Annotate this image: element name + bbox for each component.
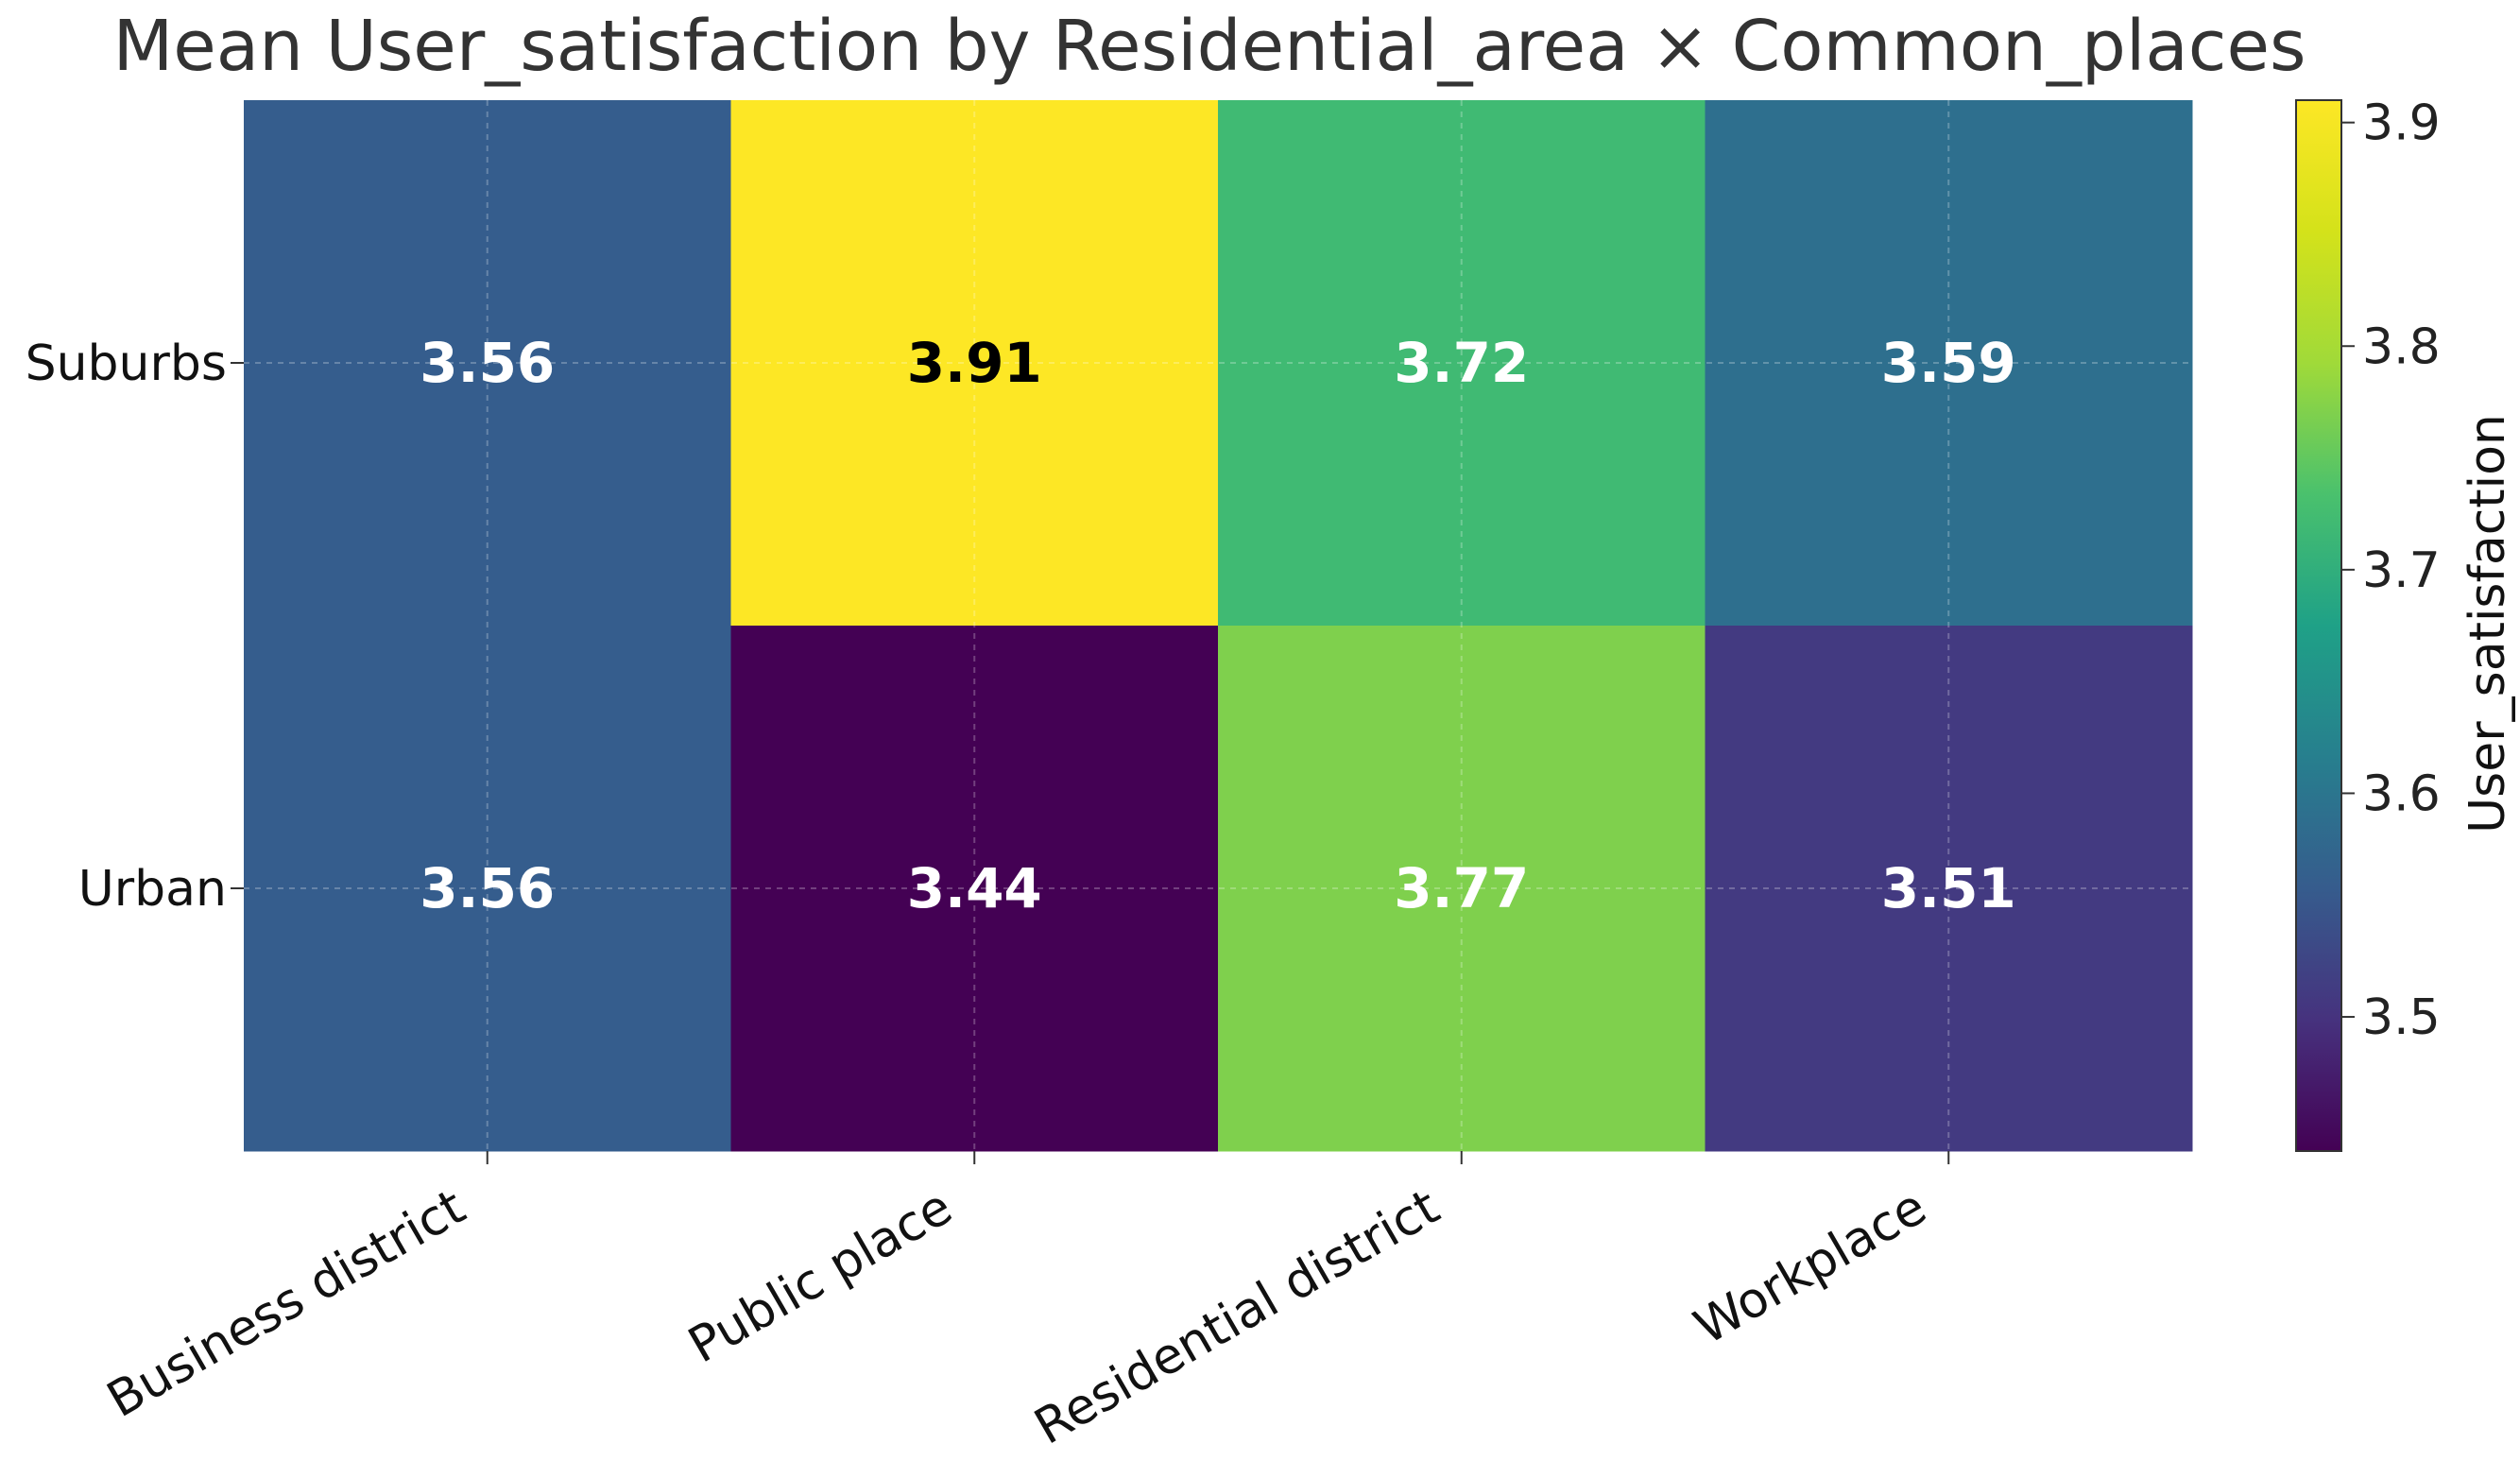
chart-title: Mean User_satisfaction by Residential_ar… [112,6,2306,87]
heatmap-cells [244,100,2193,1152]
heatmap-cell [1705,626,2193,1152]
y-tick-label: Urban [78,861,227,918]
colorbar-tick-label: 3.5 [2362,989,2441,1046]
colorbar: 3.5 3.6 3.7 3.8 3.9 User_satisfaction [2295,95,2516,1152]
colorbar-gradient [2295,99,2342,1152]
x-tick-label: Workplace [1686,1178,1936,1356]
heatmap-cell [730,100,1219,627]
cell-value-label: 3.72 [1394,331,1529,395]
heatmap-cell [1218,100,1706,627]
x-tick-label: Residential district [1025,1178,1449,1455]
colorbar-tick-label: 3.9 [2362,95,2441,152]
cell-value-label: 3.56 [420,331,555,395]
heatmap-cell [244,626,731,1152]
colorbar-tick-label: 3.6 [2362,765,2441,822]
heatmap-cell [1218,626,1706,1152]
x-axis-ticks: Business district Public place Residential… [98,1151,1950,1456]
cell-value-label: 3.77 [1394,856,1529,920]
heatmap-cell [1705,100,2193,627]
cell-value-label: 3.44 [907,856,1042,920]
colorbar-tick-label: 3.7 [2362,542,2441,599]
colorbar-label: User_satisfaction [2460,414,2516,834]
x-tick-label: Public place [679,1178,962,1374]
cell-value-label: 3.59 [1881,331,2016,395]
cell-value-label: 3.51 [1881,856,2016,920]
heatmap-cell [244,100,731,627]
cell-value-label: 3.56 [420,856,555,920]
y-axis-ticks: Suburbs Urban [26,335,244,918]
colorbar-ticks: 3.5 3.6 3.7 3.8 3.9 [2341,95,2441,1046]
colorbar-tick-label: 3.8 [2362,318,2441,375]
grid-lines [244,100,2192,1151]
cell-value-labels: 3.56 3.91 3.72 3.59 3.56 3.44 3.77 3.51 [420,331,2016,920]
cell-value-label: 3.91 [907,331,1042,395]
x-tick-label: Business district [98,1178,475,1429]
y-tick-label: Suburbs [26,335,227,392]
heatmap-cell [730,626,1219,1152]
